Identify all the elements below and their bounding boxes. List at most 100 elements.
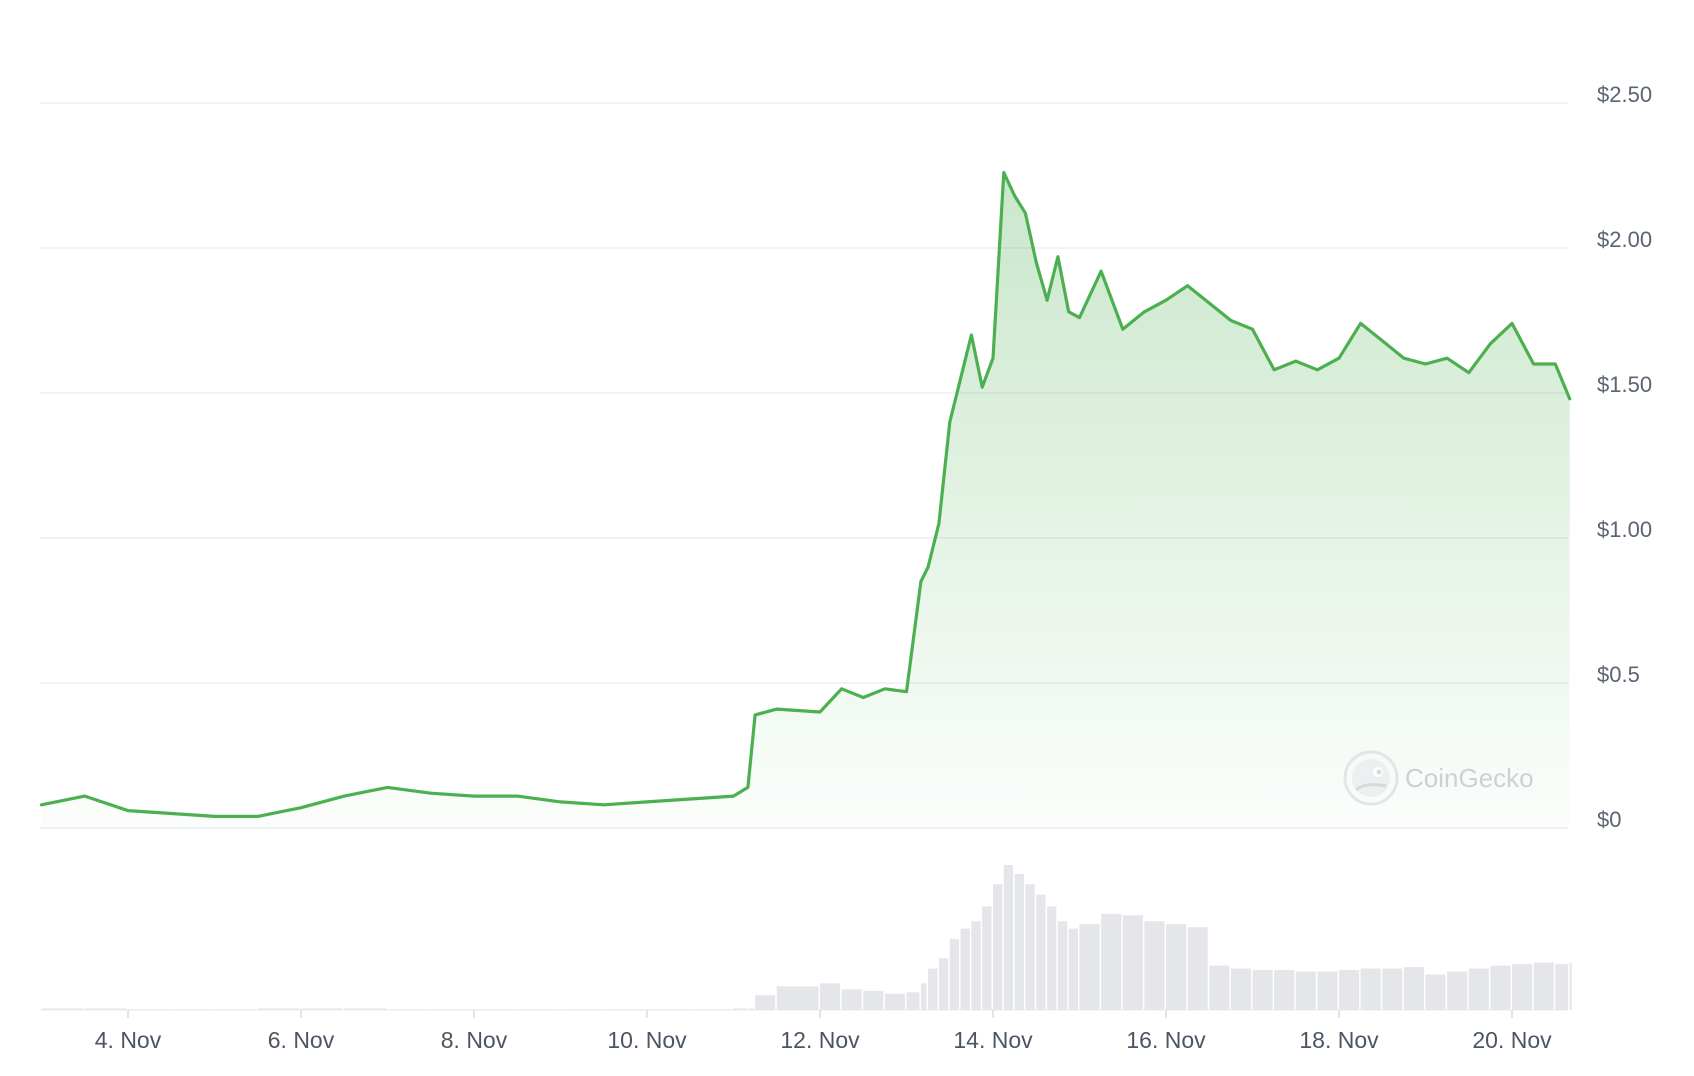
volume-bar	[1569, 962, 1572, 1010]
price-point	[602, 804, 605, 806]
volume-bar	[863, 990, 884, 1010]
volume-bar	[647, 1009, 689, 1010]
price-point	[473, 795, 475, 797]
price-point	[1067, 311, 1070, 313]
price-point	[862, 696, 865, 699]
price-point	[1143, 311, 1146, 313]
volume-bar	[1490, 965, 1511, 1010]
volume-bar	[1079, 924, 1100, 1010]
price-point	[905, 690, 908, 693]
x-tick-label: 14. Nov	[953, 1027, 1033, 1053]
price-point	[754, 714, 756, 716]
price-point	[775, 708, 778, 710]
price-point	[127, 809, 129, 812]
volume-bar	[733, 1008, 747, 1010]
volume-bar	[1122, 915, 1143, 1010]
volume-bar	[1166, 924, 1187, 1010]
volume-bar	[1047, 906, 1057, 1010]
volume-bar	[1425, 974, 1446, 1010]
volume-bar	[1230, 968, 1251, 1010]
price-point	[1359, 322, 1362, 325]
volume-bar	[949, 938, 960, 1010]
volume-bar	[41, 1008, 84, 1010]
volume-bar	[906, 992, 920, 1010]
price-point	[1208, 302, 1211, 304]
price-point	[83, 795, 86, 797]
x-tick-label: 4. Nov	[95, 1027, 162, 1053]
price-point	[1381, 340, 1384, 342]
volume-bar	[1317, 971, 1338, 1010]
volume-bar	[171, 1009, 213, 1010]
volume-bar	[387, 1009, 430, 1010]
price-point	[992, 357, 994, 360]
price-point	[1568, 398, 1571, 400]
volume-bar	[1057, 921, 1068, 1010]
price-point	[1046, 299, 1048, 302]
price-line	[39, 171, 1572, 818]
volume-bar	[301, 1008, 343, 1010]
price-point	[920, 580, 922, 583]
price-point	[1338, 357, 1340, 360]
x-tick-label: 20. Nov	[1472, 1027, 1552, 1053]
volume-bar	[841, 989, 862, 1010]
volume-bar	[1555, 964, 1569, 1010]
volume-bar	[938, 958, 949, 1010]
volume-bar	[820, 983, 841, 1010]
volume-bar	[560, 1009, 603, 1010]
volume-bar	[776, 986, 819, 1010]
price-point	[1057, 255, 1059, 258]
y-tick-label: $2.00	[1597, 227, 1652, 252]
volume-bar	[1382, 968, 1403, 1010]
price-point	[1294, 360, 1297, 362]
price-point	[959, 377, 962, 380]
price-point	[1003, 171, 1005, 174]
volume-bar	[430, 1009, 473, 1010]
price-point	[1511, 322, 1513, 325]
volume-bar	[1512, 964, 1533, 1010]
price-point	[559, 801, 562, 803]
price-point	[386, 786, 389, 789]
price-point	[840, 688, 843, 690]
volume-bar	[128, 1009, 170, 1010]
y-tick-label: $0	[1597, 807, 1621, 832]
volume-bar	[982, 906, 992, 1010]
price-point	[981, 386, 983, 389]
volume-bar	[84, 1008, 127, 1010]
volume-bar	[1036, 894, 1046, 1010]
volume-bar	[971, 921, 981, 1010]
volume-bar	[884, 993, 905, 1010]
price-point	[1100, 270, 1102, 273]
price-point	[938, 522, 940, 525]
volume-bar	[1274, 970, 1295, 1010]
price-point	[1165, 299, 1167, 302]
price-point	[213, 815, 216, 818]
volume-bar	[1014, 873, 1024, 1010]
price-point	[1489, 342, 1492, 345]
volume-bar	[1339, 970, 1360, 1010]
y-axis-ticks: $0 $0.5 $1.00 $1.50 $2.00 $2.50	[1597, 82, 1652, 832]
x-tick-label: 16. Nov	[1126, 1027, 1206, 1053]
volume-bar	[960, 928, 970, 1010]
price-point	[747, 786, 749, 789]
price-point	[1035, 261, 1038, 264]
price-point	[1403, 357, 1405, 360]
x-tick-label: 8. Nov	[441, 1027, 508, 1053]
volume-bar	[1403, 967, 1424, 1010]
volume-bars	[41, 865, 1572, 1010]
y-tick-label: $2.50	[1597, 82, 1652, 107]
volume-bar	[1209, 965, 1230, 1010]
price-point	[1467, 371, 1470, 374]
price-point	[1251, 328, 1254, 331]
volume-bar	[1187, 927, 1208, 1010]
price-area	[41, 172, 1570, 829]
volume-bar	[517, 1009, 559, 1010]
volume-bar	[993, 884, 1003, 1010]
price-point	[970, 334, 973, 336]
watermark-text: CoinGecko	[1405, 763, 1534, 793]
price-point	[1273, 369, 1275, 371]
price-point	[343, 795, 346, 797]
price-point	[1230, 319, 1232, 322]
price-point	[429, 792, 432, 794]
volume-bar	[920, 983, 927, 1010]
